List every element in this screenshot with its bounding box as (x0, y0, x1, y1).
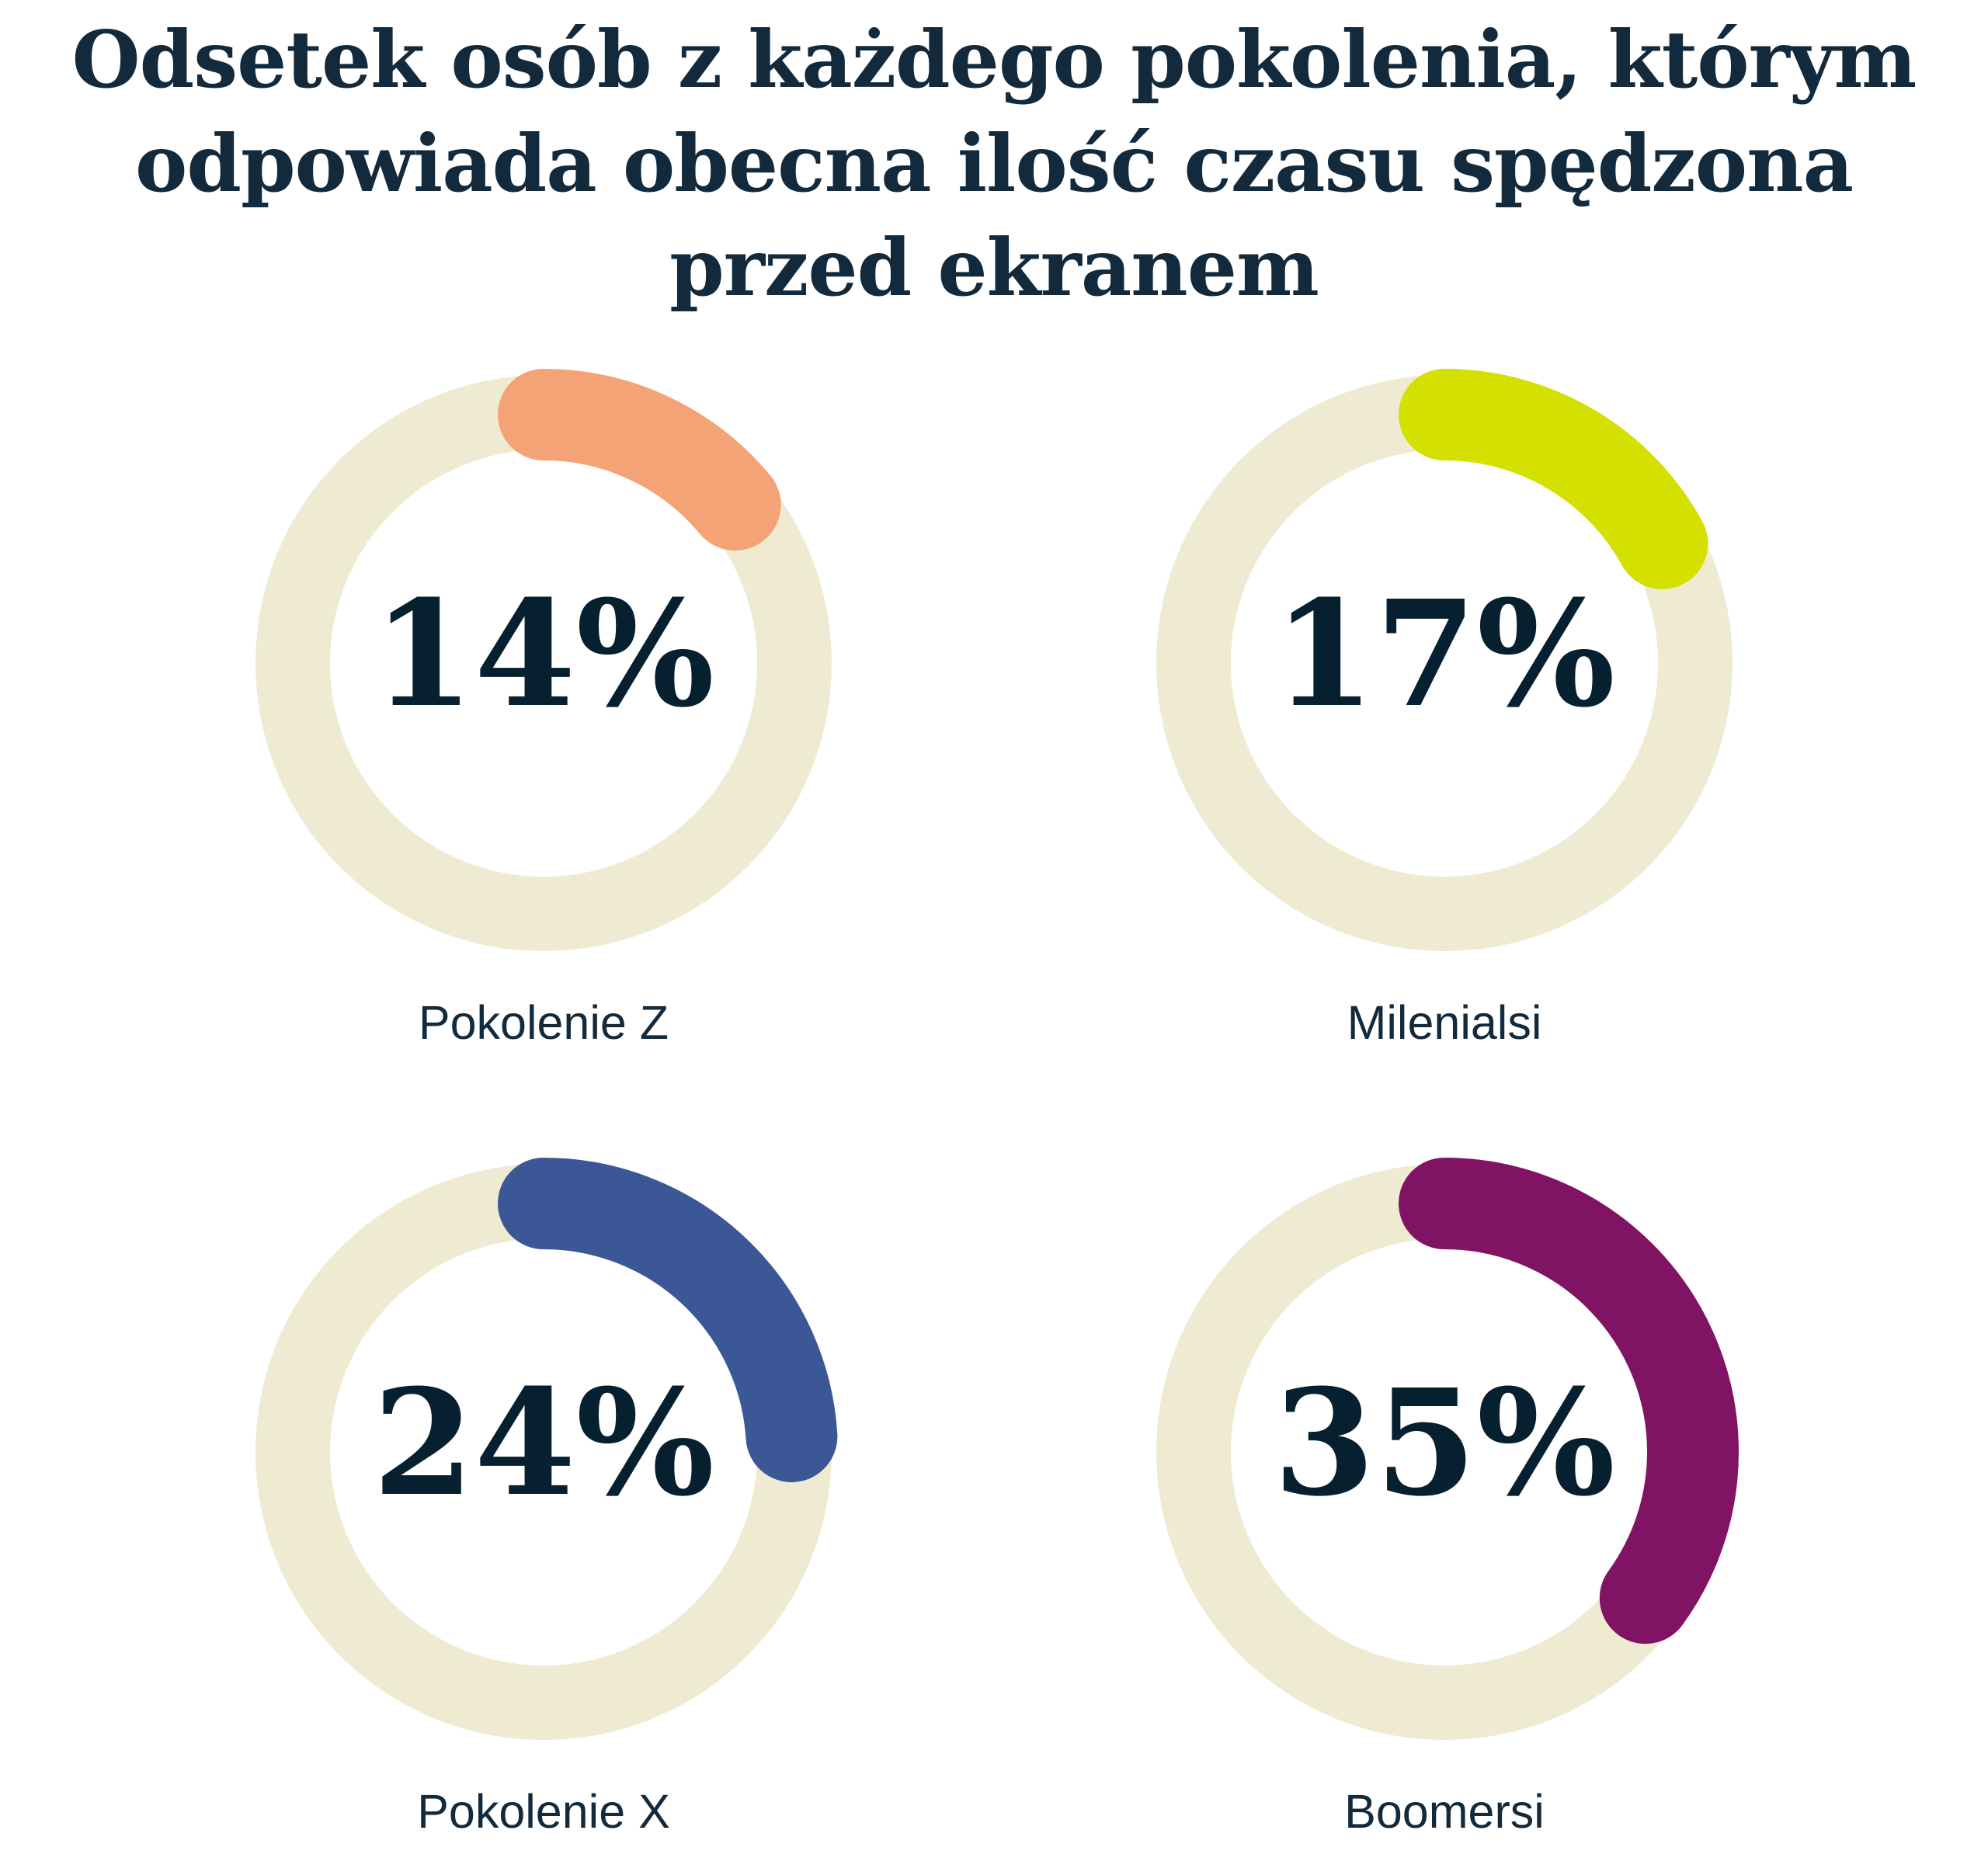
donut-cell-pokolenie-x: 24% Pokolenie X (248, 1157, 839, 1840)
donut-grid: 14% Pokolenie Z 17% Milenialsi 24% (0, 368, 1988, 1840)
donut-ring-svg (249, 369, 838, 957)
donut-ring-svg (249, 1158, 838, 1746)
donut-arc (1150, 369, 1739, 957)
donut-gauge: 24% (248, 1157, 839, 1747)
donut-cell-boomersi: 35% Boomersi (1149, 1157, 1740, 1840)
donut-category-label: Pokolenie X (417, 1785, 670, 1838)
donut-gauge: 35% (1149, 1157, 1740, 1747)
donut-cell-pokolenie-z: 14% Pokolenie Z (248, 368, 839, 1051)
donut-cell-milenialsi: 17% Milenialsi (1149, 368, 1740, 1051)
donut-ring-svg (1150, 1158, 1739, 1746)
chart-title-line-2: odpowiada obecna ilość czasu spędzona (134, 117, 1854, 210)
donut-arc (249, 1158, 838, 1746)
donut-gauge: 17% (1149, 368, 1740, 958)
chart-title-line-3: przed ekranem (669, 221, 1319, 314)
donut-arc (249, 369, 838, 957)
chart-title-line-1: Odsetek osób z każdego pokolenia, którym (71, 13, 1917, 106)
donut-ring-svg (1150, 369, 1739, 957)
donut-gauge: 14% (248, 368, 839, 958)
donut-category-label: Milenialsi (1347, 996, 1542, 1049)
chart-title: Odsetek osób z każdego pokolenia, którym… (0, 0, 1988, 320)
donut-category-label: Pokolenie Z (418, 996, 669, 1049)
donut-category-label: Boomersi (1344, 1785, 1545, 1838)
donut-arc (1150, 1158, 1739, 1746)
